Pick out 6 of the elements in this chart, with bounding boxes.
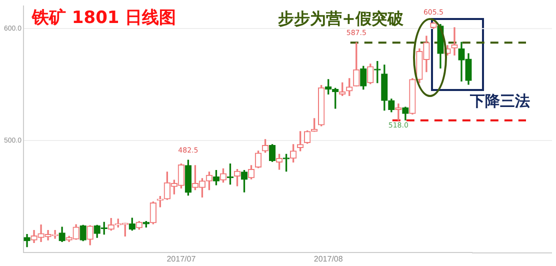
annotation: 步步为营+假突破 (278, 9, 404, 30)
chart-title: 铁矿 1801 日线图 (32, 7, 176, 29)
x-tick-label: 2017/07 (166, 254, 196, 264)
candlestick (451, 27, 458, 56)
annotation: 下降三法 (470, 92, 530, 111)
x-tick-label: 2017/08 (314, 254, 344, 264)
